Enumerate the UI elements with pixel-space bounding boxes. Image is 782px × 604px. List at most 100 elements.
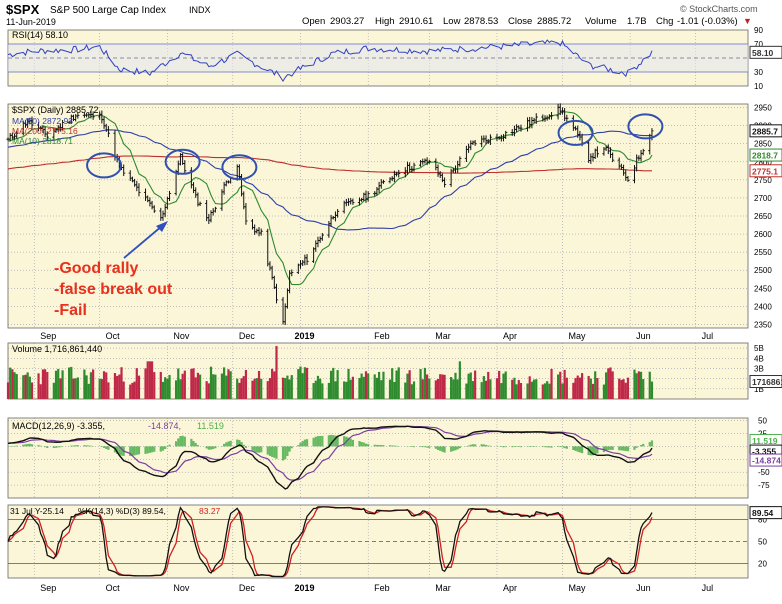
macd-histogram-bar — [101, 446, 103, 447]
volume-bar — [319, 379, 321, 399]
macd-histogram-bar — [251, 446, 253, 450]
macd-histogram-bar — [511, 446, 513, 447]
ma50-legend: MA(50) 2872.93 — [12, 116, 73, 126]
volume-bar — [334, 381, 336, 399]
macd-histogram-bar — [147, 446, 149, 453]
macd-histogram-bar — [546, 446, 548, 447]
volume-bar — [603, 385, 605, 399]
macd-histogram-bar — [441, 446, 443, 451]
volume-bar — [212, 374, 214, 399]
volume-bar — [651, 382, 653, 399]
volume-bar — [77, 377, 79, 399]
volume-bar — [53, 383, 55, 399]
ohlc-low-value: 2878.53 — [464, 16, 498, 27]
price-panel: 2950290028502800275027002650260025502500… — [6, 103, 782, 341]
volume-bar — [22, 375, 24, 399]
volume-bar — [500, 383, 502, 399]
macd-histogram-bar — [389, 445, 391, 446]
macd-histogram-bar — [227, 441, 229, 446]
x-axis-label: Apr — [503, 331, 517, 341]
volume-bar — [136, 368, 138, 399]
macd-histogram-bar — [16, 446, 18, 447]
volume-bar — [85, 375, 87, 399]
macd-histogram-bar — [550, 446, 552, 447]
ma200-value-tag: 2775.1 — [752, 166, 778, 176]
macd-histogram-bar — [53, 446, 55, 448]
volume-bar — [147, 361, 149, 399]
volume-bar — [223, 367, 225, 399]
macd-histogram-bar — [179, 436, 181, 446]
volume-bar — [389, 380, 391, 399]
volume-bar — [454, 373, 456, 399]
ohlc-open-value: 2903.27 — [330, 16, 364, 27]
volume-bar — [260, 379, 262, 399]
macd-histogram-bar — [269, 446, 271, 456]
volume-bar — [9, 368, 11, 399]
macd-histogram-bar — [57, 446, 59, 447]
x-axis-label-bottom: Sep — [40, 583, 56, 593]
macd-histogram-bar — [376, 445, 378, 446]
volume-bar — [11, 369, 13, 399]
macd-histogram-bar — [212, 446, 214, 449]
volume-bar — [572, 383, 574, 399]
volume-bar — [88, 384, 90, 399]
volume-bar — [518, 380, 520, 399]
macd-histogram-bar — [548, 446, 550, 447]
volume-bar — [561, 383, 563, 399]
volume-bar — [120, 367, 122, 399]
volume-bar — [177, 368, 179, 399]
volume-bar — [345, 382, 347, 399]
volume-bar — [206, 381, 208, 399]
x-axis-label: Feb — [374, 331, 390, 341]
macd-histogram-bar — [627, 446, 629, 451]
volume-bar — [210, 367, 212, 399]
macd-histogram-bar — [192, 441, 194, 446]
macd-histogram-bar — [350, 439, 352, 447]
volume-bar — [321, 383, 323, 399]
macd-histogram-bar — [299, 443, 301, 447]
volume-bar — [607, 368, 609, 399]
macd-histogram-bar — [483, 444, 485, 446]
macd-histogram-bar — [467, 446, 469, 447]
macd-histogram-bar — [361, 442, 363, 446]
volume-bar — [363, 377, 365, 399]
volume-bar — [529, 376, 531, 399]
macd-histogram-bar — [321, 436, 323, 446]
macd-legend: MACD(12,26,9) -3.355, — [12, 421, 105, 431]
volume-bar — [299, 367, 301, 399]
volume-bar — [55, 371, 57, 399]
x-axis-label: Mar — [435, 331, 451, 341]
volume-bar — [378, 372, 380, 399]
macd-histogram-bar — [557, 446, 559, 447]
macd-histogram-bar — [411, 446, 413, 447]
volume-bar — [256, 378, 258, 399]
volume-bar — [284, 378, 286, 399]
x-axis-label: Sep — [40, 331, 56, 341]
macd-histogram-bar — [304, 440, 306, 447]
price-tick-label: 2850 — [754, 140, 772, 149]
volume-bar — [72, 379, 74, 399]
macd-histogram-bar — [315, 437, 317, 447]
ohlc-volume-value: 1.7B — [627, 16, 647, 27]
macd-histogram-bar — [40, 446, 42, 447]
volume-bar — [581, 373, 583, 399]
macd-histogram-bar — [197, 445, 199, 446]
volume-tick-label: 3B — [754, 364, 764, 373]
macd-histogram-bar — [529, 446, 531, 447]
chg-down-icon: ▼ — [743, 16, 752, 26]
volume-bar — [138, 376, 140, 399]
macd-histogram-bar — [225, 442, 227, 446]
stochastic-tick-label: 50 — [758, 538, 767, 547]
volume-bar — [404, 383, 406, 399]
volume-bar — [622, 379, 624, 399]
volume-bar — [513, 378, 515, 399]
macd-histogram-bar — [518, 446, 520, 447]
volume-bar — [557, 374, 559, 399]
volume-bar — [182, 374, 184, 399]
macd-histogram-bar — [544, 446, 546, 447]
volume-bar — [236, 379, 238, 399]
volume-bar — [487, 372, 489, 399]
volume-value-tag: 1716861440 — [752, 377, 782, 387]
x-axis-label-bottom: Mar — [435, 583, 451, 593]
volume-bar — [330, 371, 332, 399]
